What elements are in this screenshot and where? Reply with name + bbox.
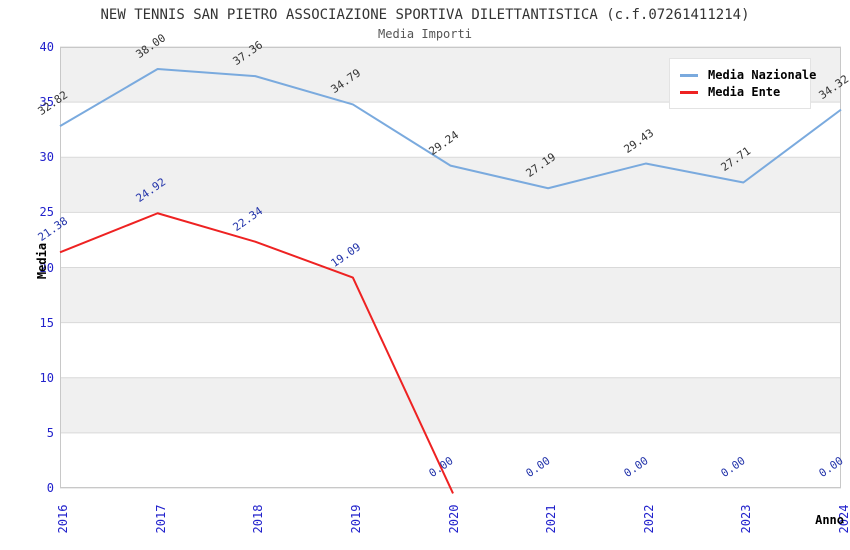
plot-band	[60, 377, 841, 433]
y-tick-label: 20	[39, 260, 54, 275]
y-tick-label: 10	[39, 370, 54, 385]
y-tick-label: 35	[39, 95, 54, 110]
y-axis-title: Media	[35, 242, 49, 280]
x-tick-label: 2019	[348, 504, 363, 534]
legend: Media Nazionale Media Ente	[669, 58, 816, 109]
y-tick-label: 5	[46, 425, 54, 440]
legend-line-swatch-blue	[680, 73, 698, 77]
plot-canvas	[59, 46, 842, 494]
x-tick-label: 2016	[56, 504, 70, 534]
y-tick-label: 25	[39, 205, 54, 220]
y-tick-label: 30	[39, 150, 54, 165]
x-tick-label: 2018	[251, 504, 266, 534]
series-line-media-nazionale	[59, 68, 842, 190]
legend-label: Media Nazionale	[708, 68, 817, 82]
y-tick-label: 0	[46, 481, 54, 495]
legend-item-media-ente: Media Ente	[680, 85, 802, 99]
legend-line-swatch-red	[680, 90, 698, 94]
plot-band	[60, 267, 841, 323]
x-tick-label: 2020	[446, 504, 461, 534]
y-tick-label: 40	[39, 40, 54, 54]
x-tick-label: 2023	[739, 504, 754, 534]
y-tick-label: 15	[39, 315, 54, 330]
x-tick-label: 2017	[153, 504, 168, 534]
legend-item-media-nazionale: Media Nazionale	[680, 68, 816, 82]
chart-title: NEW TENNIS SAN PIETRO ASSOCIAZIONE SPORT…	[100, 7, 750, 23]
chart-subtitle: Media Importi	[378, 27, 472, 41]
legend-label: Media Ente	[708, 85, 781, 99]
x-tick-label: 2022	[641, 504, 656, 534]
plot-area	[59, 46, 842, 494]
x-tick-label: 2021	[544, 504, 559, 534]
series-line-media-ente	[59, 212, 454, 494]
x-axis-title: Anno	[815, 513, 844, 527]
